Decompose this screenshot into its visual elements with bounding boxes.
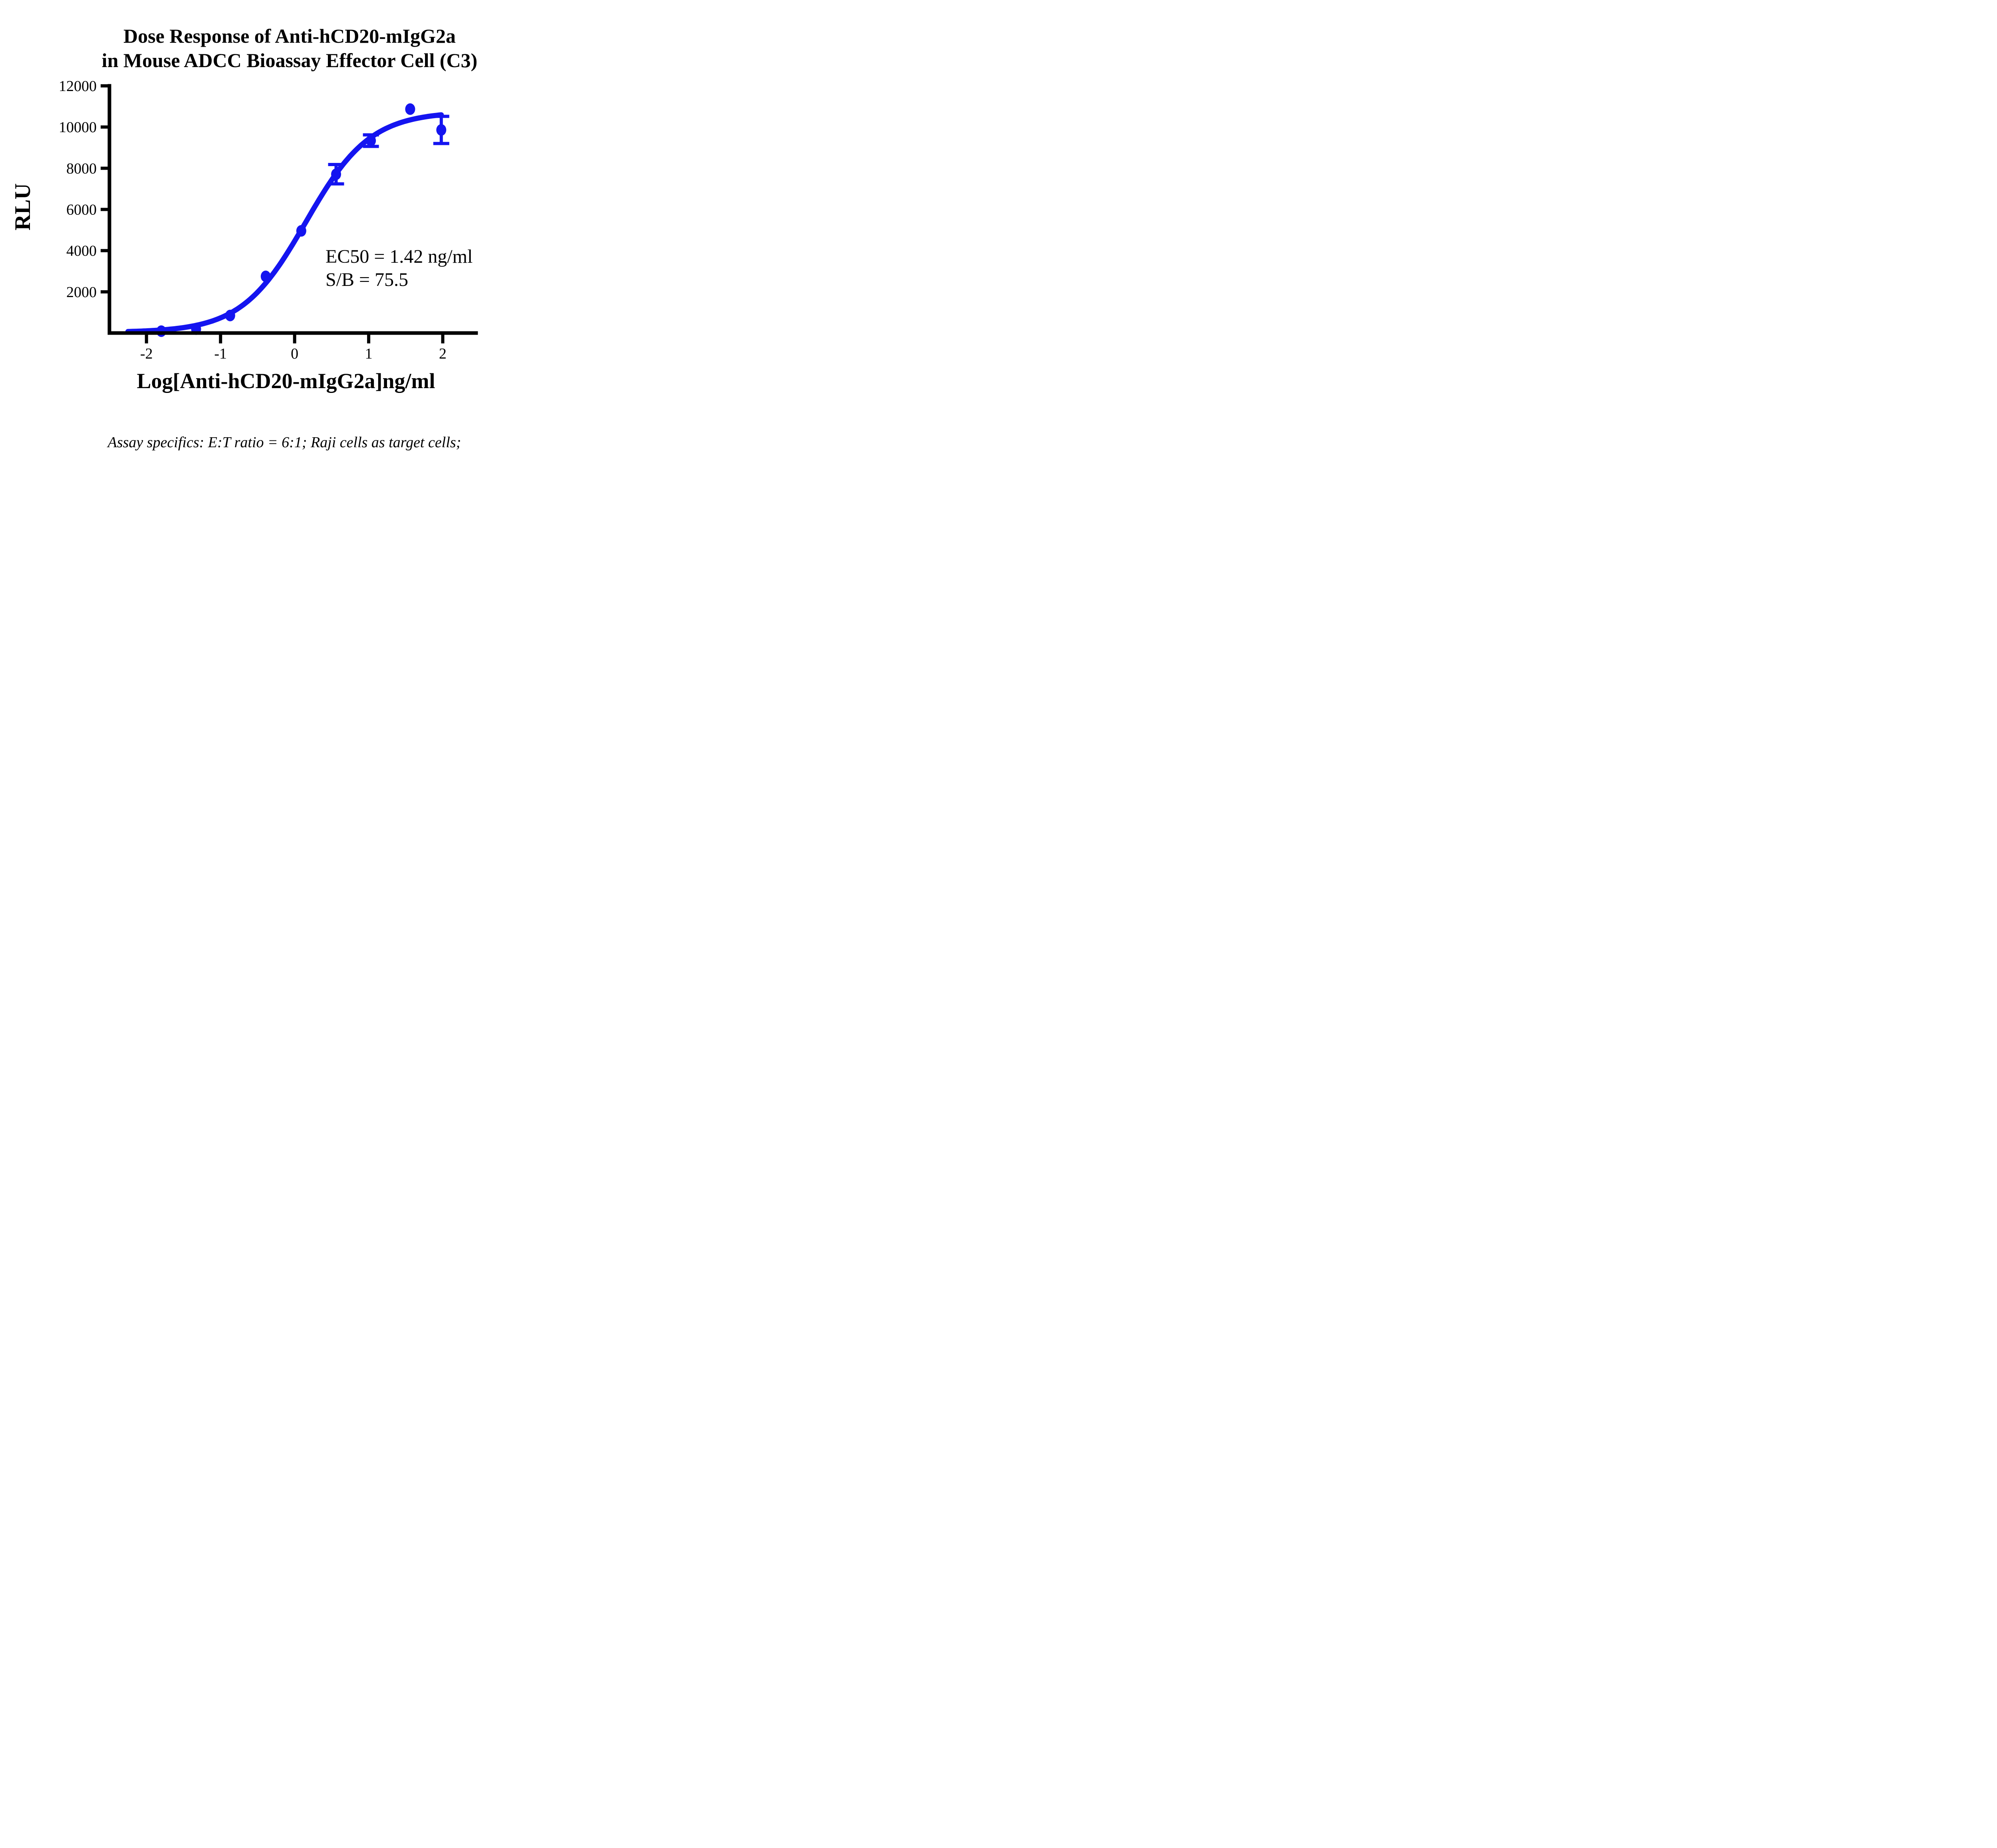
data-point [436,124,447,136]
data-point [366,135,376,147]
annotation-signal-to-background: S/B = 75.5 [326,269,408,290]
data-points-layer [156,103,449,337]
dose-response-figure: Dose Response of Anti-hCD20-mIgG2a in Mo… [0,0,564,462]
data-point [296,225,306,237]
y-tick-label: 2000 [66,284,97,301]
y-tick-label: 8000 [66,160,97,177]
data-point [331,168,341,180]
x-tick-label: -1 [214,345,227,362]
axes-frame [107,84,478,335]
y-tick-label: 6000 [66,202,97,218]
y-tick-label: 12000 [59,78,97,95]
x-tick-label: -2 [140,345,153,362]
chart-title-line2: in Mouse ADCC Bioassay Effector Cell (C3… [102,49,478,71]
data-point [225,309,235,321]
y-tick-label: 4000 [66,243,97,260]
axes-layer: -2 -1 0 1 2 2000 4000 6000 8000 10000 12000 [59,78,478,362]
x-axis-title: Log[Anti-hCD20-mIgG2a]ng/ml [137,369,435,393]
data-point [405,103,415,115]
x-tick-label: 2 [439,345,447,362]
x-tick-label: 0 [291,345,298,362]
fit-curve [125,112,444,334]
chart-title-line1: Dose Response of Anti-hCD20-mIgG2a [123,25,456,47]
data-point [156,325,167,337]
annotation-ec50: EC50 = 1.42 ng/ml [326,246,472,267]
y-axis-title: RLU [10,183,35,230]
fit-curve-layer [125,112,444,334]
y-tick-label: 10000 [59,119,97,136]
data-point [260,270,271,282]
x-tick-label: 1 [365,345,373,362]
figure-caption: Assay specifics: E:T ratio = 6:1; Raji c… [107,434,461,451]
dose-response-chart: Dose Response of Anti-hCD20-mIgG2a in Mo… [10,25,478,451]
